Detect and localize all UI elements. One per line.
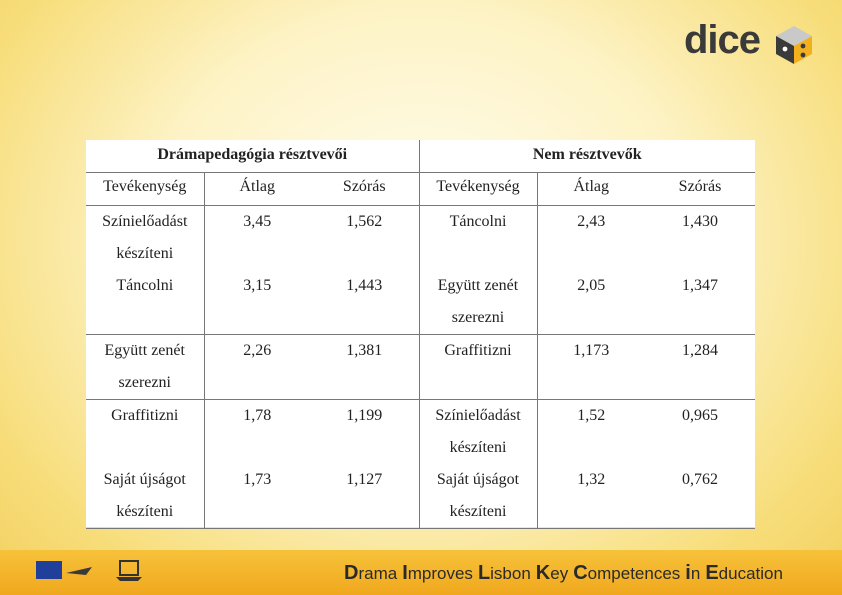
column-header: Átlag [536,172,645,206]
table-row: Együtt zenét szerezni 2,26 1,381 Graffitizn… [86,334,755,400]
footer-word: in [685,562,701,584]
table-row: Graffitizni 1,78 1,199 Színielőadást készít… [86,399,755,464]
table-cell: 1,32 [536,464,645,529]
table-cell: 1,78 [203,399,310,464]
table-cell: 1,52 [536,399,645,464]
table-cell: 1,199 [346,407,383,424]
table-cell: Táncolni [418,205,537,270]
table-cell: Graffitizni [418,334,537,400]
logo-die [776,26,812,64]
table-cell: Színielőadást készíteni [418,399,537,464]
table-cell: 3,45 [203,205,310,270]
table-cell: Saját újságot készíteni [86,464,204,529]
column-header: Tevékenység [418,172,537,206]
footer-word: Competences [573,562,681,584]
table-cell: 1,562 [346,213,383,230]
table-row: Színielőadást készíteni 3,45 1,562 Táncolni… [86,205,755,270]
table-cell: 0,762 [645,464,755,529]
table-cell: Graffitizni [111,407,179,424]
table-container: Drámapedagógia résztvevői Nem résztvevők… [86,140,755,529]
footer-logos [36,560,142,581]
footer-word: Key [535,562,569,584]
footer-text: Drama Improves Lisbon Key Competences in Educa… [344,562,788,585]
table-cell: Saját újságot készíteni [418,464,537,529]
table-cell: 1,284 [645,334,755,400]
footer-word: Lisbon [477,562,531,584]
table-cell: 1,173 [536,334,645,400]
footer-word: Drama [344,562,398,584]
table-cell: Együtt zenét szerezni [86,334,204,400]
table-cell: 3,15 [203,270,310,335]
table-cell: 1,73 [203,464,310,529]
table-cell: Színielőadást készíteni [102,213,188,262]
table-cell: 2,05 [536,270,645,335]
table-row: Táncolni 3,15 1,443 Együtt zenét szerezni 2,… [86,270,755,335]
column-header: Szórás [645,172,755,206]
table-cell: 1,347 [645,270,755,335]
footer-word: Education [705,562,783,584]
footer-bar: Drama Improves Lisbon Key Competences in Educa… [0,550,842,595]
table-row: Saját újságot készíteni 1,73 1,127 Saját új… [86,464,755,529]
table-cell: 0,965 [682,407,718,424]
table-cell: 2,43 [536,205,645,270]
table-cell: Együtt zenét szerezni [418,270,537,335]
footer-word: Improves [402,562,473,584]
column-header: Tevékenység [86,172,204,206]
group-header: Drámapedagógia résztvevői [86,140,419,173]
table-cell: Táncolni [86,270,204,335]
table-cell: 2,26 [203,334,310,400]
table-cell: 1,127 [310,464,419,529]
group-header: Nem résztvevők [418,140,755,173]
column-header: Szórás [310,172,419,206]
column-header: Átlag [203,172,310,206]
table-cell: 1,443 [310,270,419,335]
table-cell: 1,381 [310,334,419,400]
results-table: Drámapedagógia résztvevői Nem résztvevők… [86,140,755,529]
table-cell: 1,430 [682,213,718,230]
logo: dice [684,18,761,62]
